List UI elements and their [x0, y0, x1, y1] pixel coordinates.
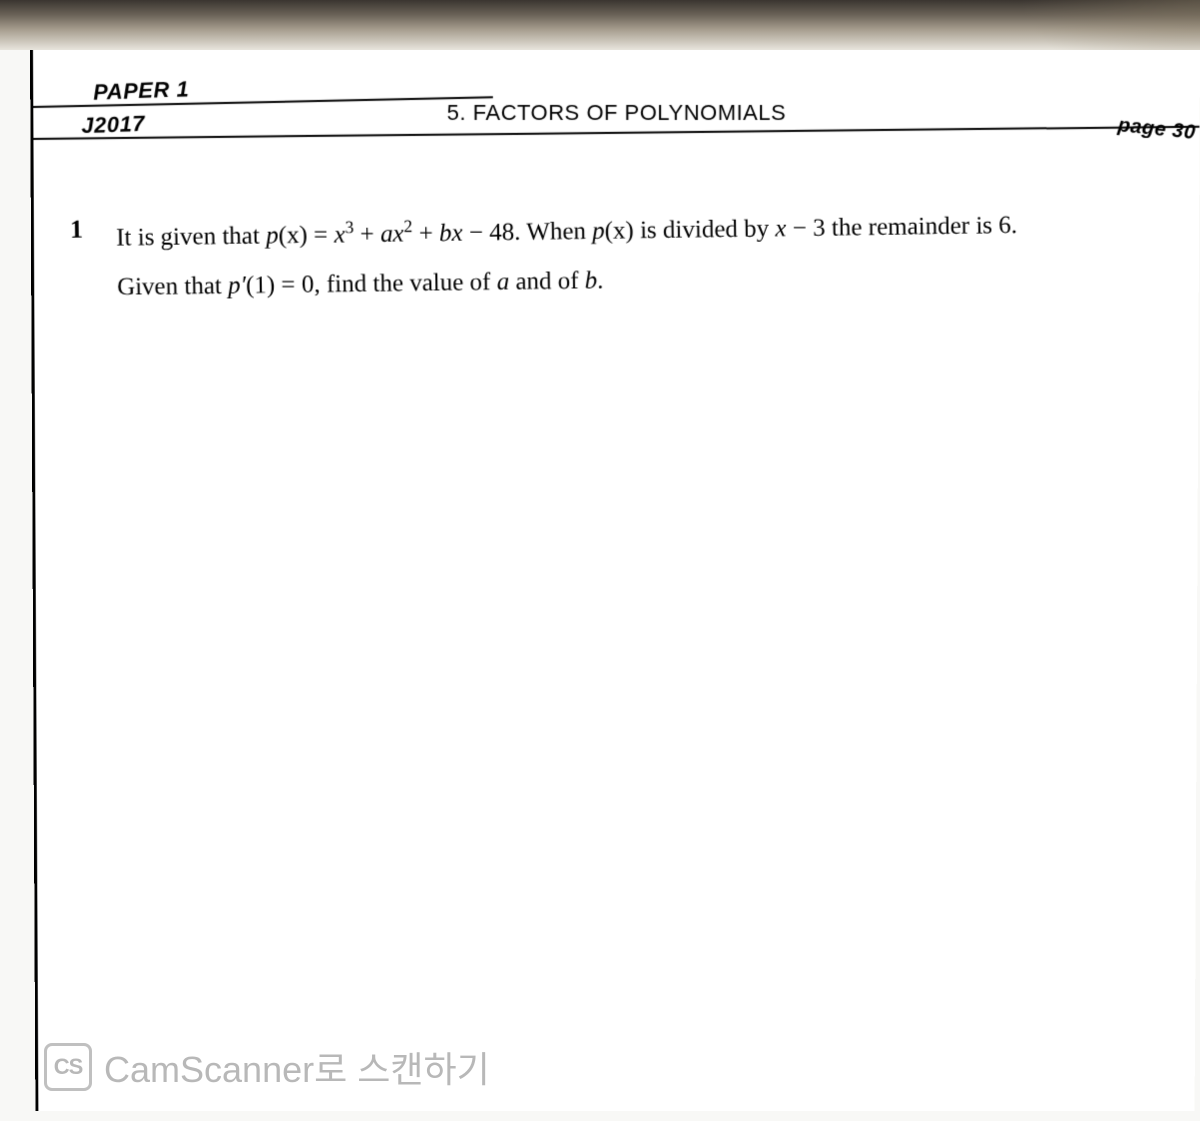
text-frag: − 3 the remainder is 6.: [786, 212, 1017, 242]
math-plus: +: [354, 221, 381, 248]
header-rule-lower: [33, 126, 1199, 140]
text-frag: Given that: [117, 272, 228, 300]
question-1: 1 It is given that p(x) = x3 + ax2 + bx …: [70, 199, 1170, 313]
math-arg: (x): [604, 217, 633, 244]
math-x: x: [334, 221, 346, 248]
math-b: b: [585, 267, 598, 294]
math-a: a: [380, 221, 393, 248]
exam-code: J2017: [81, 111, 146, 139]
math-exp: 2: [404, 216, 413, 236]
math-x: x: [452, 220, 464, 247]
text-frag: = 0, find the value of: [275, 268, 497, 298]
section-title: 5. FACTORS OF POLYNOMIALS: [447, 100, 786, 126]
question-number: 1: [70, 215, 84, 245]
math-x: x: [393, 220, 405, 247]
math-a: a: [497, 268, 510, 295]
math-pprime: p′: [228, 272, 246, 299]
math-eq: =: [307, 221, 334, 248]
text-frag: − 48. When: [463, 218, 593, 247]
camscanner-text: CamScanner로 스캔하기: [104, 1041, 490, 1093]
math-b: b: [439, 220, 452, 247]
math-arg: (1): [246, 272, 276, 299]
page-number: page 30: [1117, 114, 1197, 145]
page-header: PAPER 1 J2017 5. FACTORS OF POLYNOMIALS …: [33, 50, 1200, 140]
text-frag: is divided by: [634, 215, 776, 244]
question-body: It is given that p(x) = x3 + ax2 + bx − …: [116, 199, 1170, 311]
text-frag: .: [597, 267, 604, 294]
text-frag: It is given that: [116, 222, 266, 251]
math-p: p: [266, 222, 279, 249]
camscanner-watermark: CS CamScanner로 스캔하기: [44, 1041, 490, 1093]
math-x: x: [775, 215, 786, 242]
text-frag: and of: [509, 267, 585, 295]
page-surface: PAPER 1 J2017 5. FACTORS OF POLYNOMIALS …: [30, 50, 1200, 1111]
camscanner-badge-icon: CS: [44, 1043, 92, 1091]
math-p: p: [592, 218, 605, 245]
math-arg: (x): [278, 222, 308, 249]
paper-label: PAPER 1: [93, 76, 190, 105]
math-plus: +: [412, 220, 439, 247]
